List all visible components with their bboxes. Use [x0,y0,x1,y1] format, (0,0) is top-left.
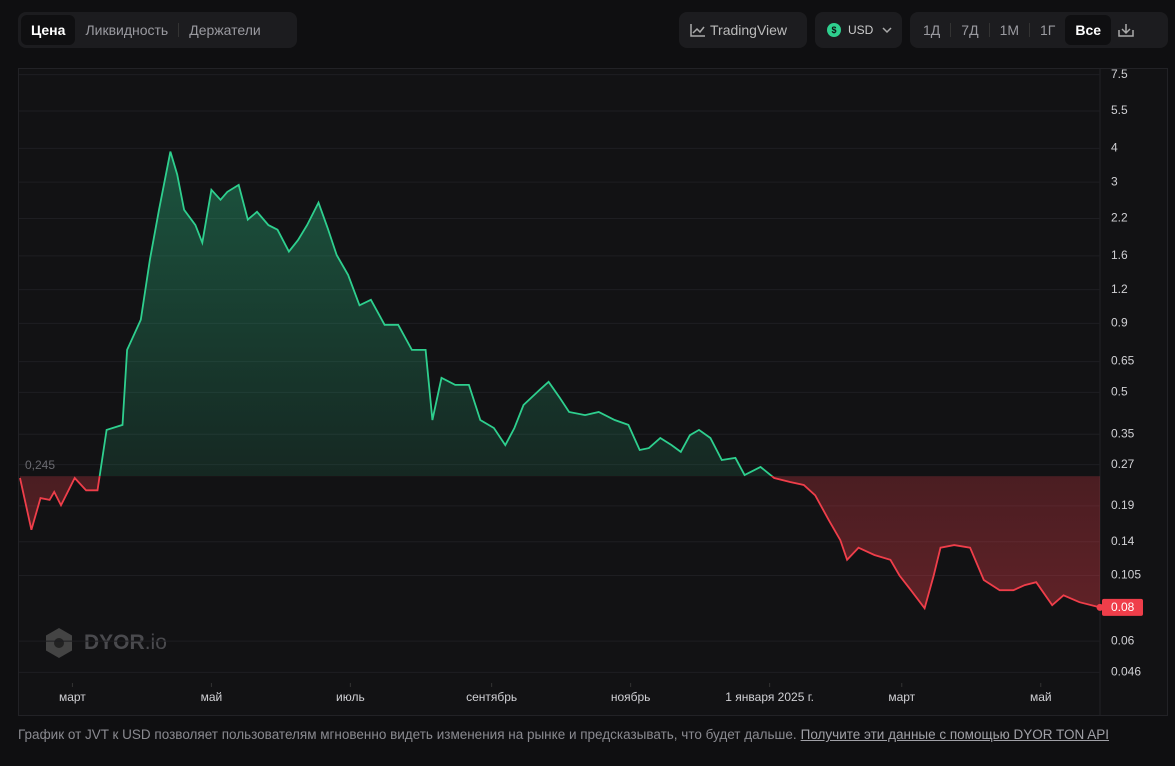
x-tick-label: 1 января 2025 г. [725,690,814,704]
y-tick-label: 0.5 [1111,385,1128,399]
baseline-label: 0,245 [25,458,55,472]
separator [178,23,180,37]
x-tick-label: июль [336,690,365,704]
y-tick-label: 0.105 [1111,568,1141,582]
y-tick-label: 0.27 [1111,457,1135,471]
y-tick-label: 0.046 [1111,664,1141,678]
x-tick-label: март [888,690,915,704]
y-tick-label: 2.2 [1111,211,1128,225]
y-tick-label: 0.35 [1111,426,1135,440]
chart-icon [690,24,705,37]
period[interactable]: 1М [999,22,1020,38]
area-up [20,151,1100,477]
footer-text: График от JVT к USD позволяет пользовате… [18,727,797,742]
y-tick-label: 0.65 [1111,354,1135,368]
price-badge [1102,598,1143,616]
separator [988,23,990,37]
download-icon[interactable] [1117,22,1135,38]
separator [950,23,952,37]
label: USD [848,23,874,37]
y-tick-label: 7.5 [1111,67,1128,81]
period-group: 1Д 7Д 1М 1Г Все [910,12,1168,48]
logo-dot [54,638,64,648]
tradingview-button[interactable]: TradingView [679,12,807,48]
tab[interactable]: Цена [21,15,76,45]
y-tick-label: 0.19 [1111,498,1135,512]
y-tick-label: 1.6 [1111,248,1128,262]
tab[interactable]: Ликвидность [85,22,169,38]
y-tick-label: 0.9 [1111,316,1128,330]
svg-text:$: $ [831,25,836,35]
currency-select[interactable]: $ USD [815,12,902,48]
x-tick-label: май [1030,690,1052,704]
separator [1029,23,1031,37]
price-line-up [98,151,774,477]
y-tick-label: 0.14 [1111,534,1135,548]
x-tick-label: май [201,690,223,704]
x-tick-label: март [59,690,86,704]
api-link[interactable]: Получите эти данные с помощью DYOR TON A… [800,727,1110,742]
y-tick-label: 4 [1111,141,1118,155]
x-tick-label: ноябрь [611,690,651,704]
y-tick-label: 0.06 [1111,633,1135,647]
coin-icon: $ [827,23,841,37]
tab-group: Цена Ликвидность Держатели [18,12,297,48]
watermark: DYOR.io [46,628,167,658]
current-dot [1096,603,1104,611]
y-tick-label: 3 [1111,174,1118,188]
period[interactable]: 1Д [923,22,941,38]
brand: DYOR.io [84,631,167,654]
footer: График от JVT к USD позволяет пользовате… [18,727,1109,742]
area-down [20,476,1100,609]
label: TradingView [710,22,788,38]
y-tick-label: 5.5 [1111,103,1128,117]
period[interactable]: 1Г [1040,22,1056,38]
brand-suffix: .io [145,631,167,654]
brand-text: DYOR [84,631,145,654]
chevron [882,27,892,34]
period[interactable]: Все [1065,15,1112,45]
tab[interactable]: Держатели [189,22,261,38]
period[interactable]: 7Д [961,22,979,38]
y-tick-label: 1.2 [1111,282,1128,296]
price-badge-label: 0.08 [1111,600,1135,614]
x-tick-label: сентябрь [466,690,517,704]
price-line-down [19,476,1101,611]
